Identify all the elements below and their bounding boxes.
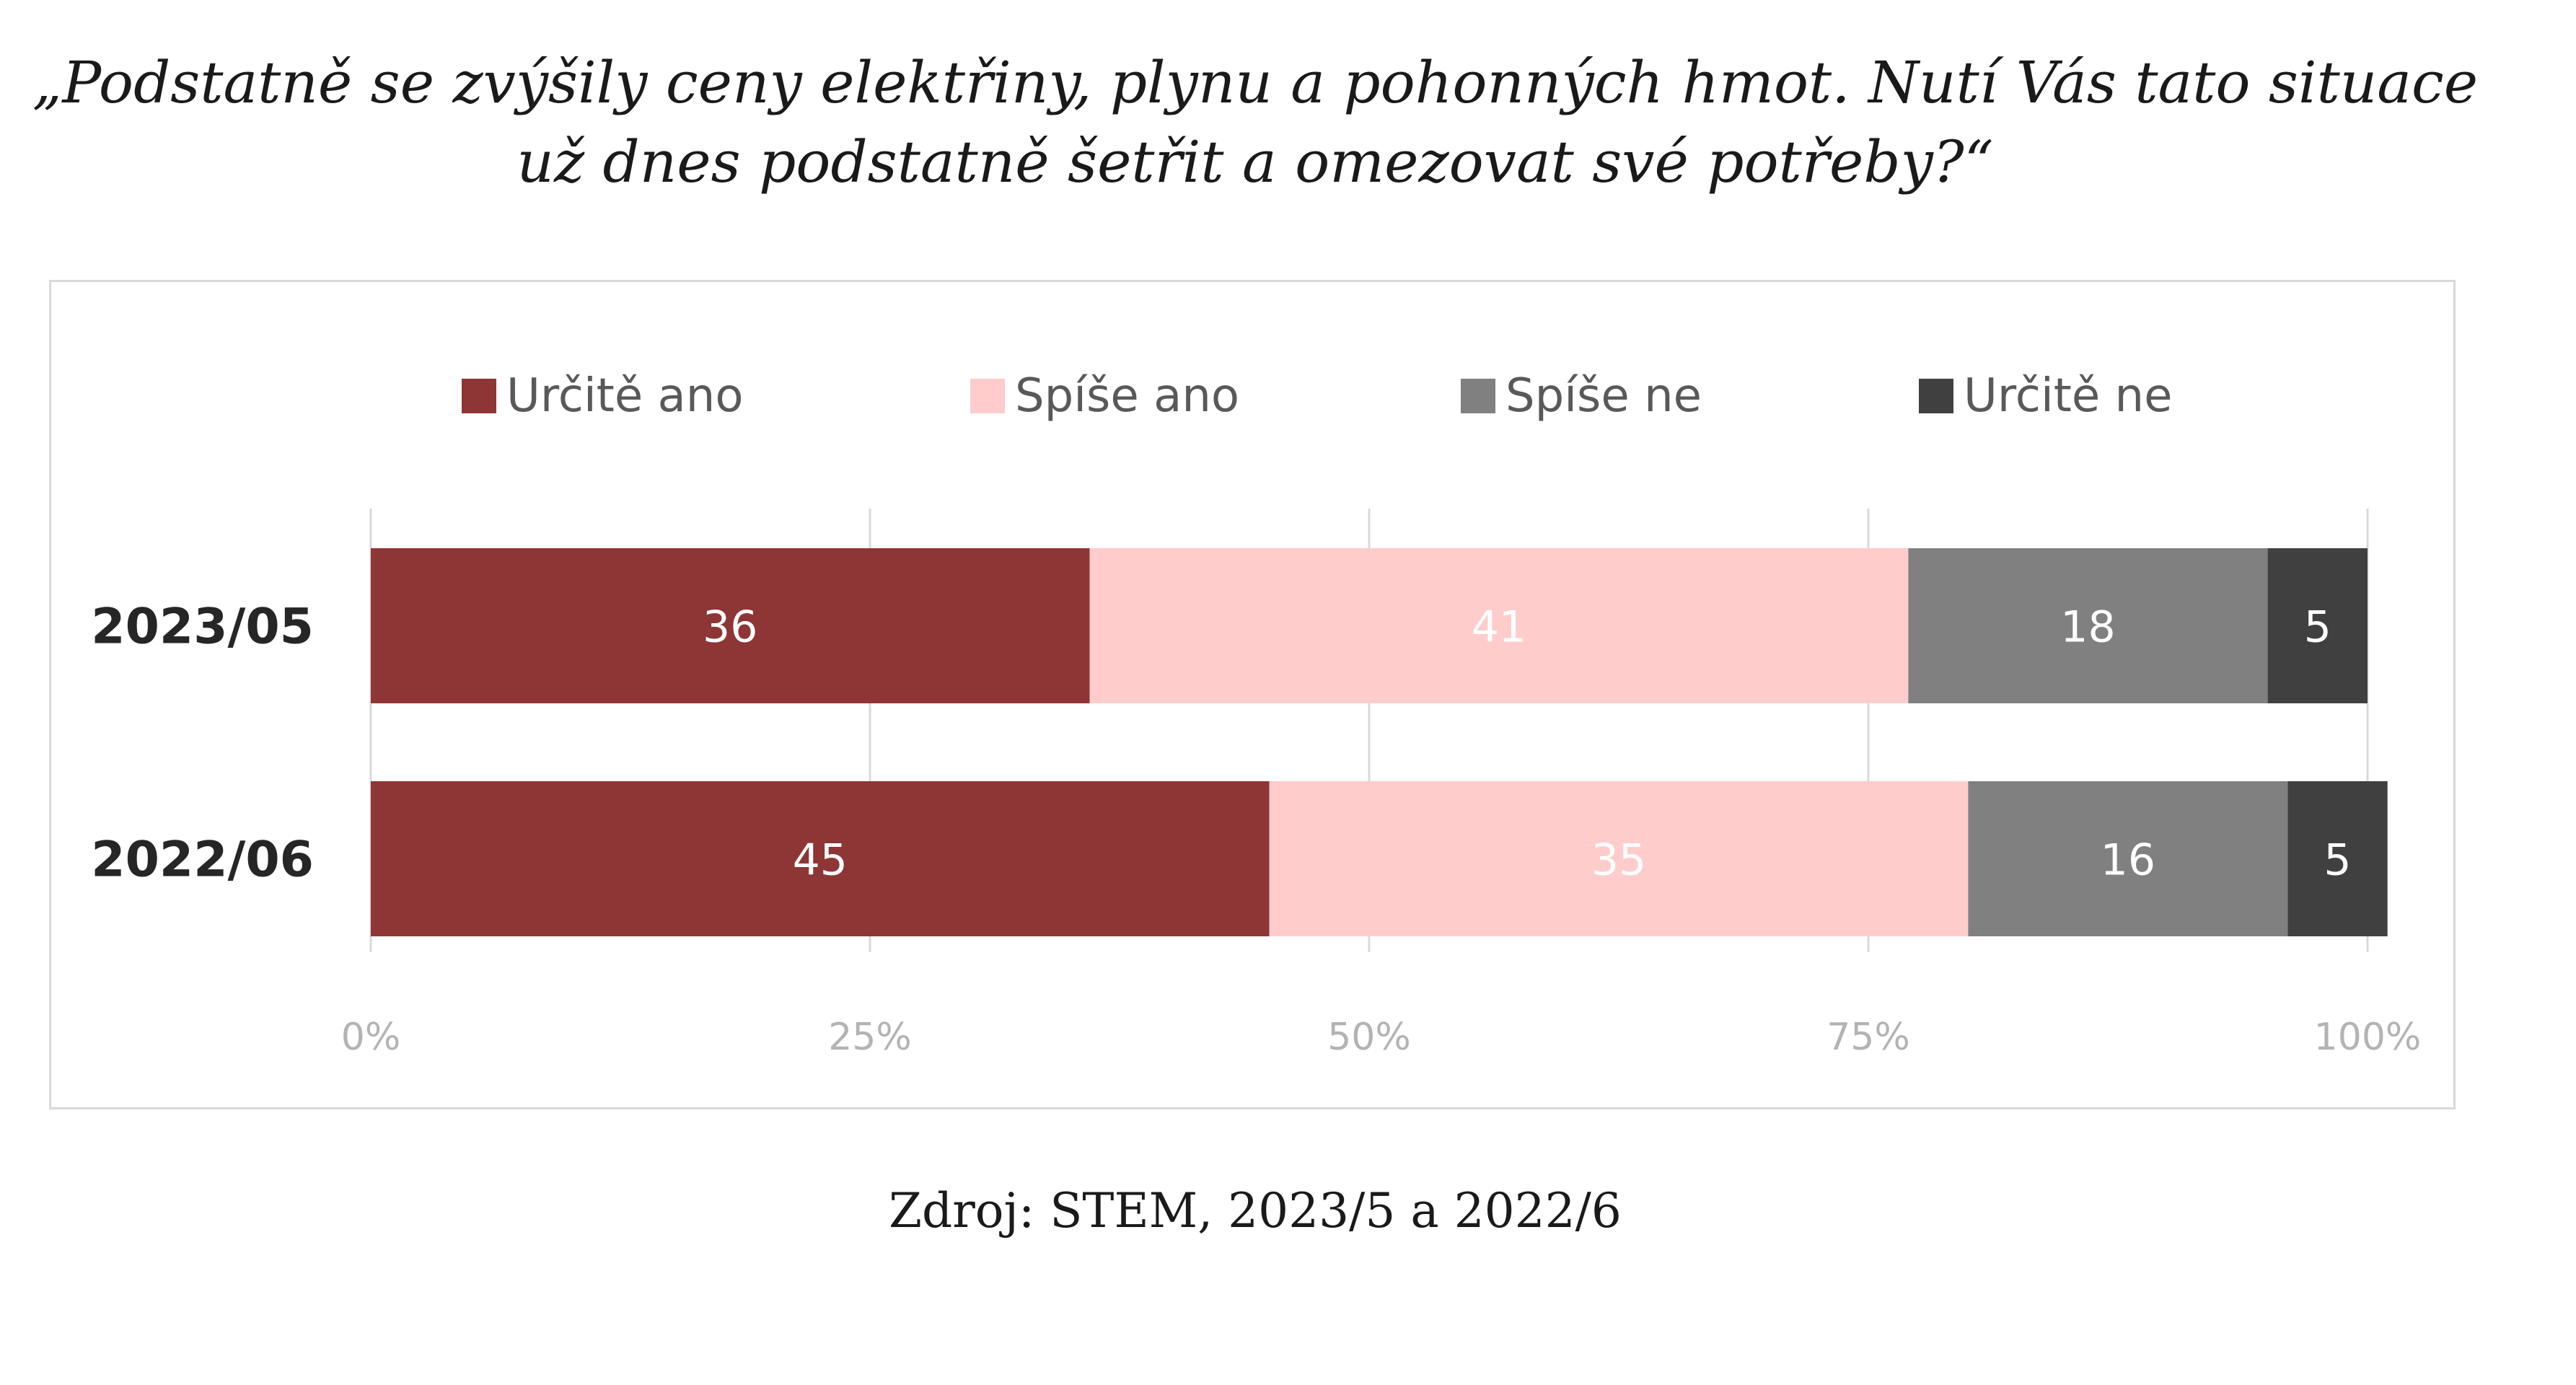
legend-swatch — [462, 379, 496, 413]
data-label: 18 — [2060, 602, 2115, 653]
legend-swatch — [1461, 379, 1495, 413]
data-label: 45 — [793, 835, 848, 886]
data-label: 35 — [1591, 835, 1646, 886]
x-tick-label: 25% — [828, 1016, 912, 1059]
source-note: Zdroj: STEM, 2023/5 a 2022/6 — [889, 1183, 1622, 1239]
bar-segment — [1908, 548, 2268, 703]
legend-swatch — [1919, 379, 1953, 413]
data-label: 5 — [2324, 835, 2351, 886]
x-tick-label: 50% — [1327, 1016, 1411, 1059]
x-tick-label: 0% — [341, 1016, 401, 1059]
legend-label: Spíše ne — [1505, 369, 1702, 423]
legend-label: Určitě ano — [506, 369, 743, 423]
data-label: 5 — [2304, 602, 2331, 653]
title-line-2: už dnes podstatně šetřit a omezovat své … — [516, 128, 1994, 195]
bar-segment — [1089, 548, 1909, 703]
data-label: 36 — [703, 602, 757, 653]
data-label: 41 — [1472, 602, 1526, 653]
bar-segment — [1269, 781, 1969, 936]
x-tick-label: 100% — [2314, 1016, 2422, 1059]
bar-segment — [371, 781, 1270, 936]
category-label: 2023/05 — [91, 599, 314, 656]
title-line-1: „Podstatně se zvýšily ceny elektřiny, pl… — [32, 49, 2479, 116]
x-tick-label: 75% — [1827, 1016, 1910, 1059]
chart-title: „Podstatně se zvýšily ceny elektřiny, pl… — [0, 43, 2510, 202]
data-label: 16 — [2101, 835, 2155, 886]
bar-segment — [2287, 781, 2388, 936]
bar-segment — [1968, 781, 2288, 936]
category-label: 2022/06 — [91, 832, 314, 889]
legend-label: Spíše ano — [1015, 369, 1239, 423]
legend-label: Určitě ne — [1964, 369, 2172, 423]
bar-segment — [371, 548, 1090, 703]
bar-segment — [2267, 548, 2368, 703]
legend-swatch — [970, 379, 1005, 413]
